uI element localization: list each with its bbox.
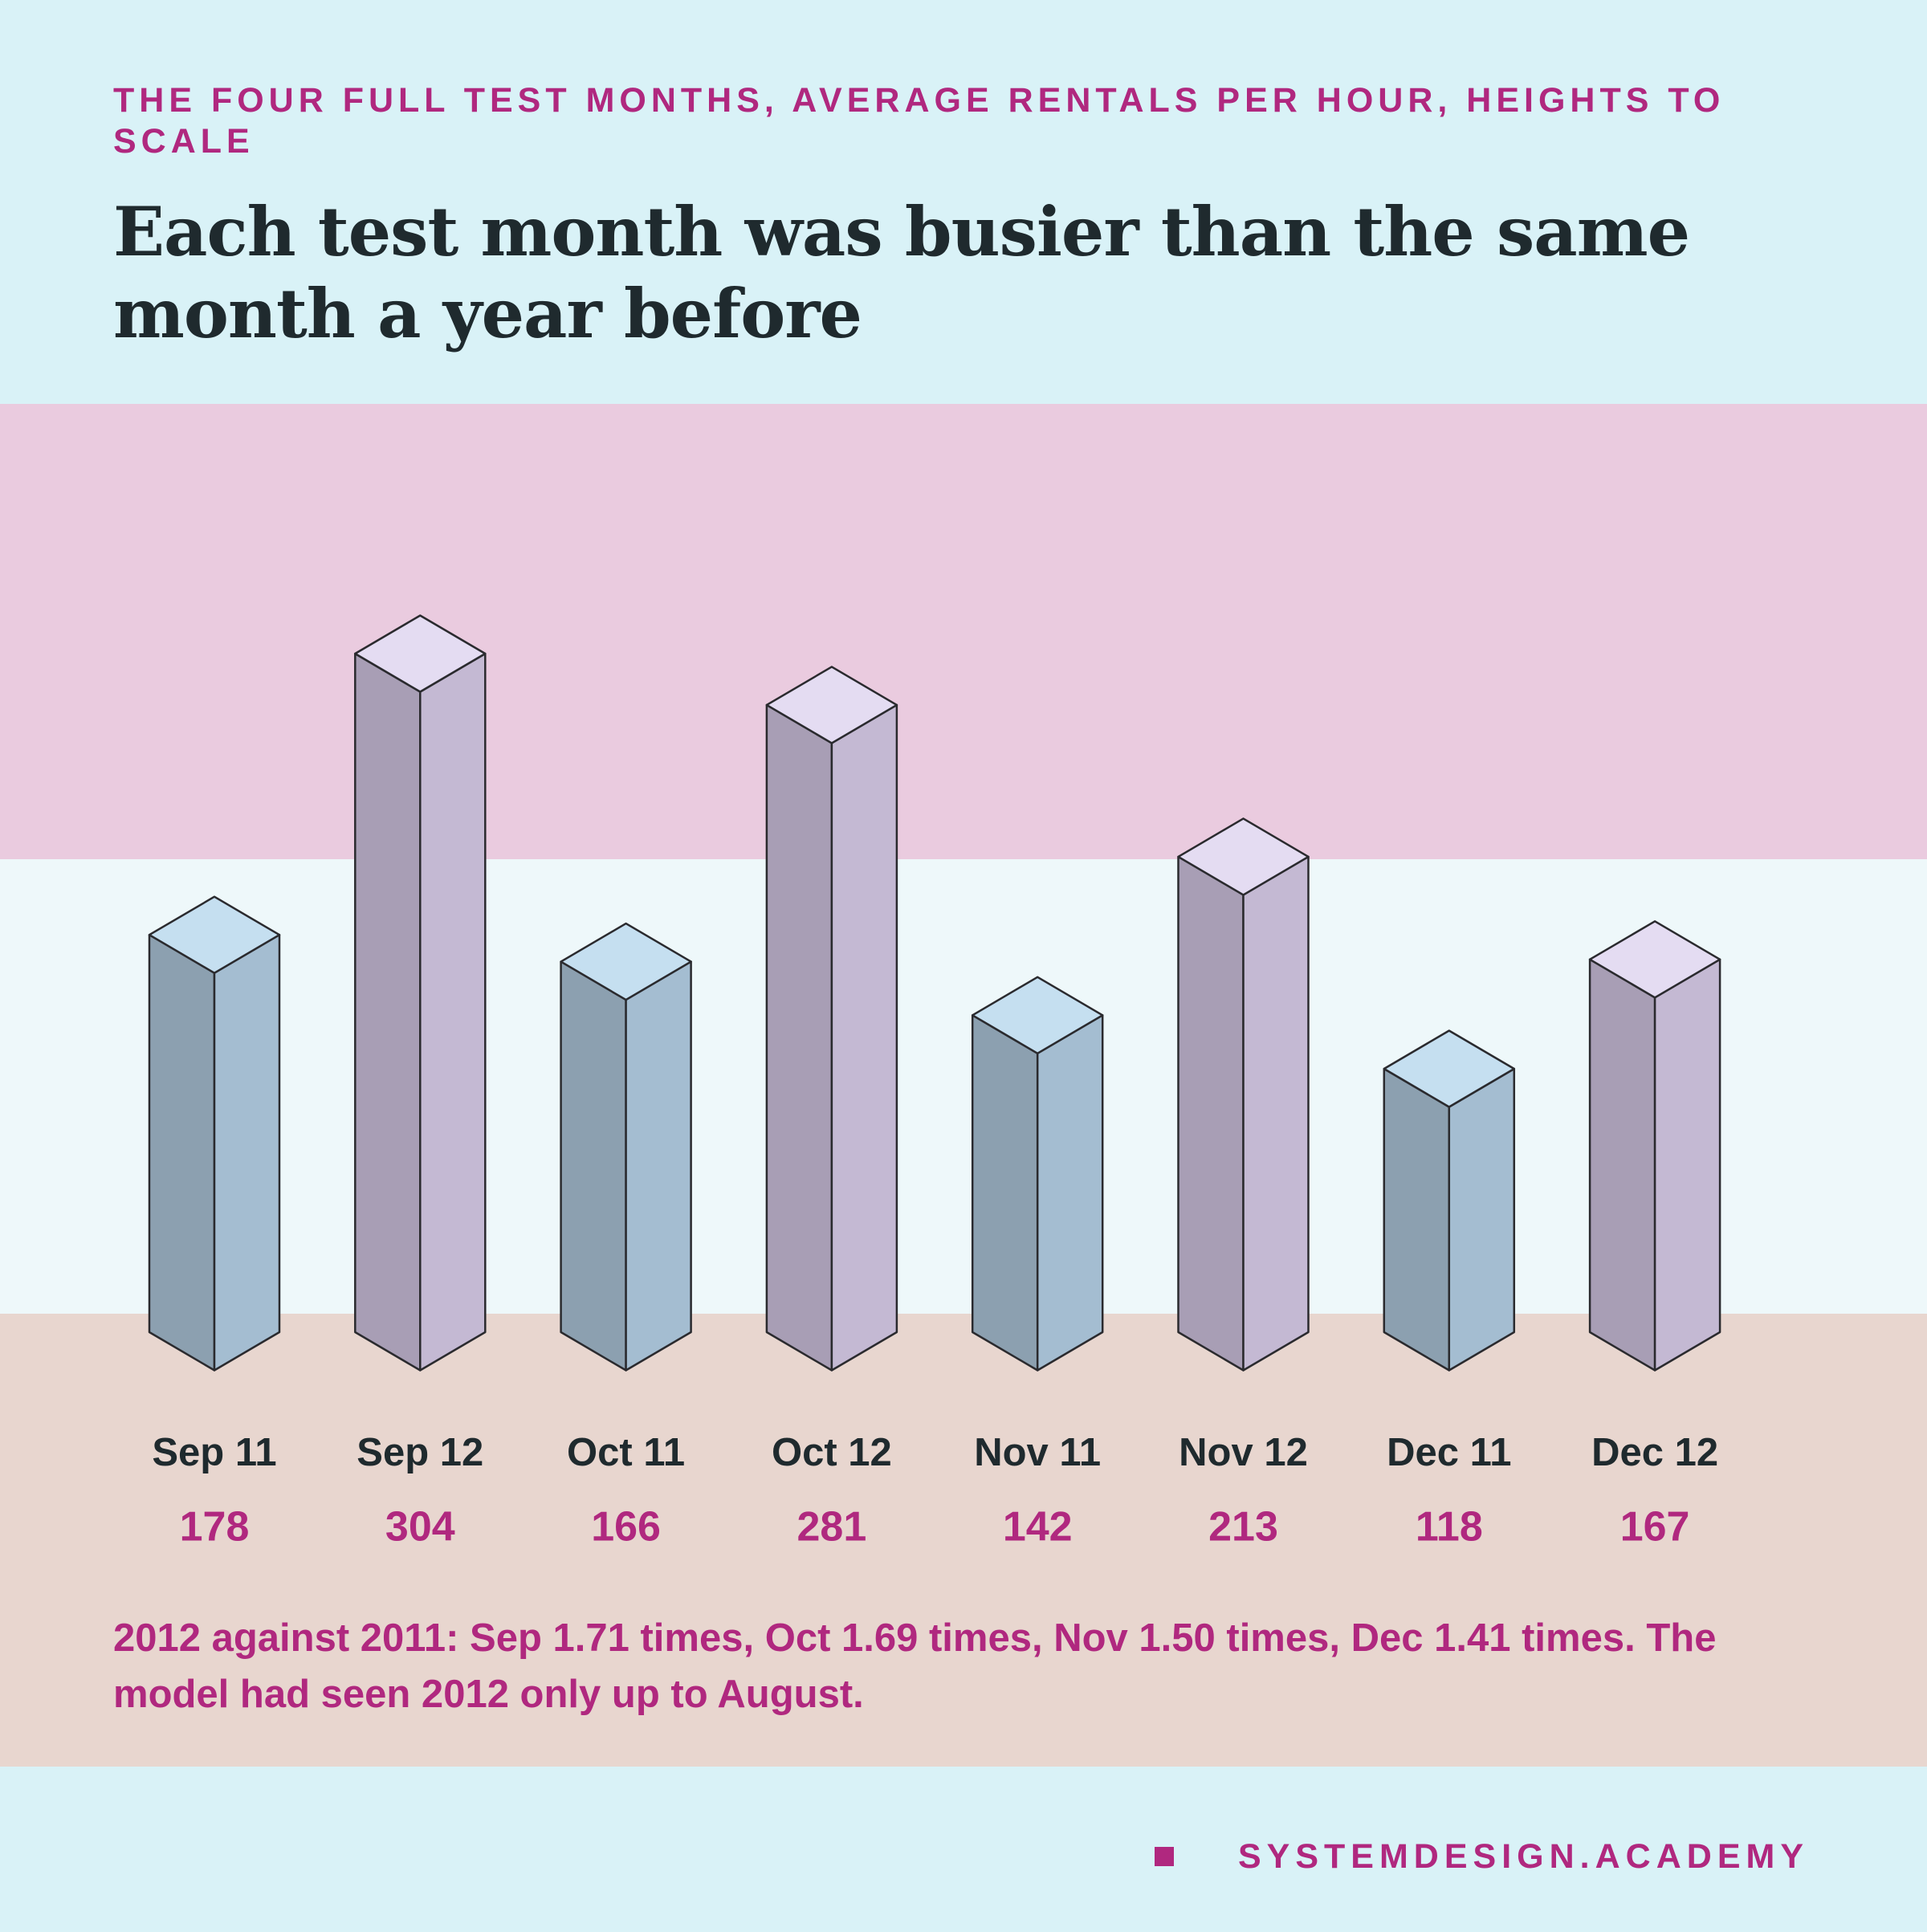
- bar-left-face: [1588, 958, 1656, 1372]
- category-label: Dec 11: [1387, 1431, 1511, 1474]
- note: 2012 against 2011: Sep 1.71 times, Oct 1…: [113, 1616, 1717, 1716]
- value-label: 166: [591, 1504, 661, 1551]
- category-label: Nov 11: [974, 1431, 1101, 1474]
- bar-left-face: [1383, 1067, 1451, 1372]
- bar-right-face: [419, 652, 487, 1372]
- value-label: 142: [1003, 1504, 1073, 1551]
- bar-left-face: [148, 933, 216, 1372]
- value-label: 281: [797, 1504, 867, 1551]
- bar-right-face: [213, 933, 281, 1372]
- bar-right-face: [625, 960, 692, 1372]
- bar-right-face: [1036, 1014, 1104, 1372]
- bar-left-face: [765, 703, 833, 1372]
- bar-left-face: [354, 652, 422, 1372]
- category-label: Sep 11: [152, 1431, 276, 1474]
- bar-top-face: [1588, 920, 1721, 999]
- bar-right-face: [1448, 1067, 1516, 1372]
- category-label: Oct 11: [567, 1431, 685, 1474]
- bar-top-face: [354, 614, 487, 693]
- footer-dot: [1155, 1847, 1174, 1866]
- bar-left-face: [971, 1014, 1039, 1372]
- bar-top-face: [148, 895, 281, 974]
- bar-top-face: [560, 922, 692, 1001]
- footer: SYSTEMDESIGN.ACADEMY: [1237, 1837, 1809, 1876]
- value-label: 304: [385, 1504, 455, 1551]
- value-label: 167: [1620, 1504, 1690, 1551]
- category-label: Dec 12: [1591, 1431, 1718, 1474]
- subtitle: THE FOUR FULL TEST MONTHS, AVERAGE RENTA…: [113, 81, 1725, 161]
- category-label: Oct 12: [772, 1431, 892, 1474]
- value-label: 178: [180, 1504, 250, 1551]
- bar-top-face: [971, 976, 1104, 1055]
- band-bottom: [0, 1314, 1927, 1767]
- bar-top-face: [1177, 817, 1310, 896]
- bar-top-face: [1383, 1029, 1516, 1108]
- category-label: Nov 12: [1179, 1431, 1308, 1474]
- bar-left-face: [1177, 855, 1245, 1372]
- category-label: Sep 12: [356, 1431, 483, 1474]
- band-top: [0, 404, 1927, 859]
- bar-right-face: [830, 703, 898, 1372]
- value-label: 118: [1416, 1504, 1483, 1551]
- bar-right-face: [1242, 855, 1310, 1372]
- bar-left-face: [560, 960, 627, 1372]
- bar-top-face: [765, 666, 898, 744]
- value-label: 213: [1208, 1504, 1278, 1551]
- title: Each test month was busier than the same…: [113, 192, 1690, 353]
- bar-right-face: [1653, 958, 1721, 1372]
